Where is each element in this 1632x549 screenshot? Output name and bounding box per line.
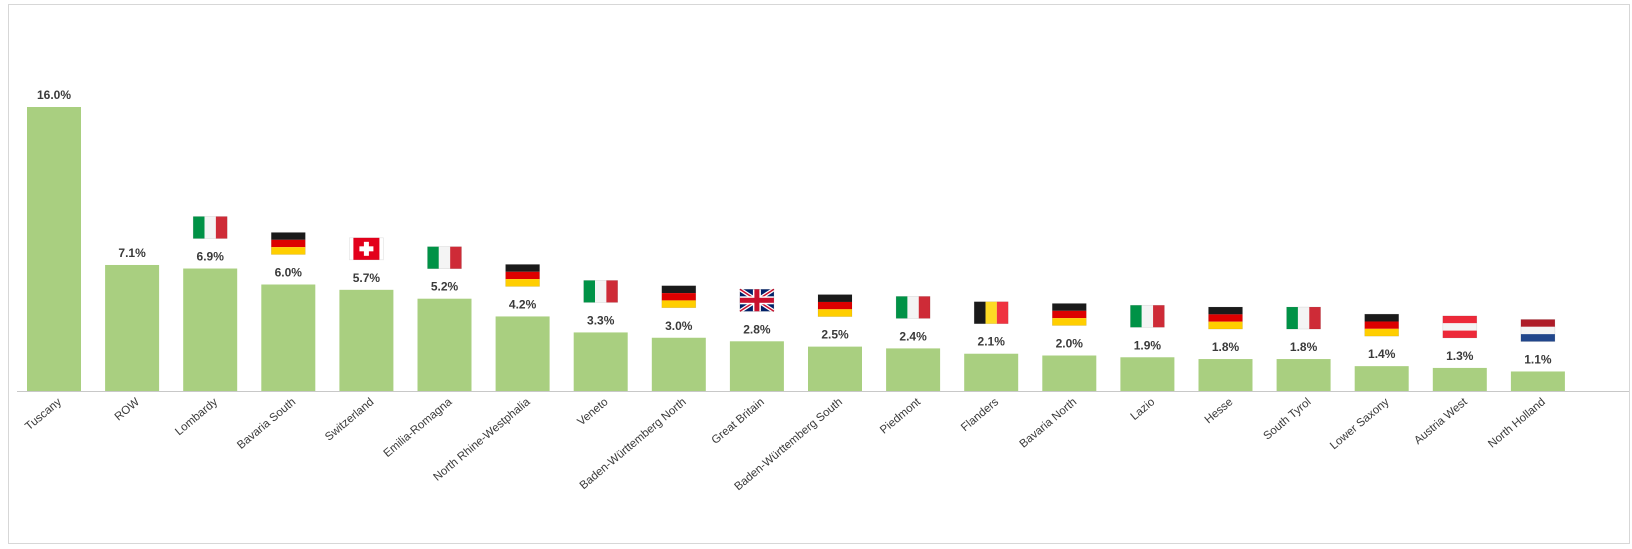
germany-flag-icon bbox=[817, 294, 853, 317]
category-label: Switzerland bbox=[323, 396, 376, 443]
bar-value-label: 2.4% bbox=[899, 329, 927, 343]
category-label: Emilia-Romagna bbox=[382, 396, 455, 460]
bar-value-label: 5.2% bbox=[431, 280, 459, 294]
bar-14 bbox=[1120, 357, 1175, 391]
bar-12 bbox=[964, 353, 1019, 391]
bar-chart: 16.0% Tuscany 7.1% ROW 6.9% Lombardy 6.0% Bavar… bbox=[17, 88, 1629, 493]
bar-value-label: 1.8% bbox=[1290, 340, 1318, 354]
bar-4 bbox=[339, 289, 394, 391]
germany-flag-icon bbox=[1364, 313, 1399, 337]
category-label: Veneto bbox=[575, 396, 610, 428]
bar-6 bbox=[495, 316, 550, 391]
bar-value-label: 1.9% bbox=[1134, 338, 1162, 352]
category-label: Flanders bbox=[959, 396, 1001, 434]
bar-9 bbox=[729, 341, 784, 391]
category-label: Hesse bbox=[1203, 396, 1236, 426]
category-label: Bavaria South bbox=[235, 396, 298, 452]
germany-flag-icon bbox=[505, 264, 540, 287]
category-label: Great Britain bbox=[710, 396, 767, 447]
bar-5 bbox=[417, 298, 472, 391]
italy-flag-icon bbox=[1130, 304, 1165, 328]
bar-value-label: 5.7% bbox=[353, 271, 381, 285]
bar-value-label: 1.4% bbox=[1368, 347, 1396, 361]
category-label: Piedmont bbox=[878, 396, 924, 437]
bar-value-label: 3.3% bbox=[587, 313, 615, 327]
italy-flag-icon bbox=[192, 216, 228, 239]
netherlands-flag-icon bbox=[1520, 319, 1556, 342]
category-label: Lazio bbox=[1129, 396, 1158, 423]
united-kingdom-flag-icon bbox=[738, 287, 775, 313]
italy-flag-icon bbox=[427, 246, 462, 269]
category-label: South Tyrol bbox=[1261, 396, 1313, 442]
bar-value-label: 6.0% bbox=[275, 266, 303, 280]
germany-flag-icon bbox=[1052, 303, 1087, 326]
bar-value-label: 2.1% bbox=[978, 335, 1006, 349]
bar-7 bbox=[573, 332, 628, 391]
bar-11 bbox=[886, 348, 941, 391]
bar-value-label: 2.5% bbox=[821, 328, 849, 342]
bar-19 bbox=[1510, 371, 1565, 391]
bar-value-label: 1.3% bbox=[1446, 349, 1474, 363]
germany-flag-icon bbox=[1208, 306, 1243, 330]
bar-10 bbox=[808, 346, 862, 391]
bar-value-label: 3.0% bbox=[665, 319, 693, 333]
bar-value-label: 16.0% bbox=[37, 88, 71, 102]
bar-16 bbox=[1276, 359, 1331, 391]
bar-1 bbox=[105, 264, 160, 391]
bar-0 bbox=[27, 107, 81, 391]
switzerland-flag-icon bbox=[349, 237, 384, 261]
bar-value-label: 2.0% bbox=[1056, 337, 1084, 351]
category-label: ROW bbox=[113, 396, 142, 423]
italy-flag-icon bbox=[583, 280, 619, 303]
category-label: Austria West bbox=[1412, 396, 1470, 447]
austria-flag-icon bbox=[1442, 315, 1478, 339]
bar-3 bbox=[261, 284, 316, 391]
chart-frame: 16.0% Tuscany 7.1% ROW 6.9% Lombardy 6.0% Bavar… bbox=[8, 4, 1630, 544]
bar-2 bbox=[183, 268, 238, 391]
bar-8 bbox=[651, 337, 706, 391]
category-label: Tuscany bbox=[23, 396, 64, 433]
germany-flag-icon bbox=[270, 232, 306, 255]
bar-13 bbox=[1042, 355, 1097, 391]
bar-value-label: 4.2% bbox=[509, 297, 537, 311]
category-label: Lower Saxony bbox=[1328, 396, 1392, 452]
bar-value-label: 1.1% bbox=[1524, 352, 1552, 366]
bar-17 bbox=[1354, 366, 1409, 391]
bar-value-label: 7.1% bbox=[118, 246, 146, 260]
bar-18 bbox=[1432, 367, 1487, 391]
italy-flag-icon bbox=[895, 296, 931, 319]
category-label: North Holland bbox=[1486, 396, 1548, 450]
germany-flag-icon bbox=[661, 285, 697, 309]
bar-value-label: 1.8% bbox=[1212, 340, 1240, 354]
bar-value-label: 6.9% bbox=[197, 250, 225, 264]
bar-value-label: 2.8% bbox=[743, 322, 771, 336]
category-label: Bavaria North bbox=[1018, 396, 1080, 450]
belgium-flag-icon bbox=[973, 301, 1009, 325]
bar-15 bbox=[1198, 359, 1253, 391]
italy-flag-icon bbox=[1286, 306, 1321, 330]
category-label: Lombardy bbox=[173, 396, 220, 438]
